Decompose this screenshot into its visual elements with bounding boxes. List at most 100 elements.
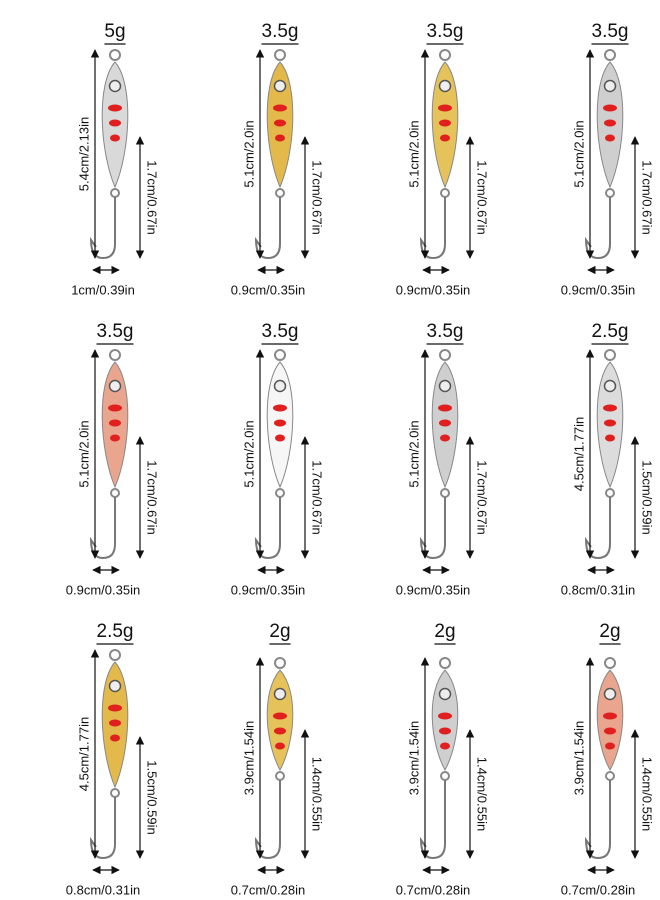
red-mark [439, 419, 451, 427]
width-label: 0.8cm/0.31in [561, 582, 635, 597]
lure-card: 2.5g 4.5cm/1.77in 1.5cm/0.59in 0.8cm/0.31in [66, 621, 160, 897]
weight-label: 2g [434, 621, 455, 642]
red-mark [273, 404, 287, 412]
red-mark [110, 434, 120, 442]
width-label: 0.9cm/0.35in [231, 282, 305, 297]
lure-eye [108, 679, 122, 693]
width-label: 0.9cm/0.35in [231, 582, 305, 597]
weight-label: 3.5g [262, 321, 299, 342]
width-label: 0.8cm/0.31in [66, 882, 140, 897]
hook-ring [110, 488, 120, 498]
lure-card: 2g 3.9cm/1.54in 1.4cm/0.55in 0.7cm/0.28in [231, 621, 325, 897]
lure-eye [603, 379, 617, 393]
length-label: 3.9cm/1.54in [406, 721, 421, 795]
hook-ring [275, 188, 285, 198]
hook-label: 1.7cm/0.67in [640, 160, 655, 234]
lure-body [266, 669, 294, 772]
hook-label: 1.5cm/0.59in [145, 760, 160, 834]
length-label: 5.1cm/2.0in [76, 420, 91, 487]
lure-eye [603, 687, 617, 701]
red-mark [275, 134, 285, 142]
split-ring [109, 49, 121, 61]
hook-label: 1.7cm/0.67in [475, 460, 490, 534]
red-mark [440, 134, 450, 142]
red-mark [438, 404, 452, 412]
red-mark [275, 742, 285, 750]
weight-label: 3.5g [427, 321, 464, 342]
width-label: 0.9cm/0.35in [396, 282, 470, 297]
red-mark [109, 719, 121, 727]
lure-eye [273, 79, 287, 93]
width-label: 0.9cm/0.35in [396, 582, 470, 597]
red-mark [603, 104, 617, 112]
hook-label: 1.4cm/0.55in [310, 757, 325, 831]
red-mark [109, 119, 121, 127]
width-label: 0.7cm/0.28in [396, 882, 470, 897]
red-mark [438, 712, 452, 720]
red-mark [439, 119, 451, 127]
lure-eye [603, 79, 617, 93]
hook-ring [110, 188, 120, 198]
split-ring [274, 49, 286, 61]
hook-label: 1.7cm/0.67in [475, 160, 490, 234]
weight-label: 2.5g [97, 621, 134, 642]
hook-ring [605, 488, 615, 498]
length-label: 4.5cm/1.77in [76, 717, 91, 791]
lure-body [431, 669, 459, 772]
lure-eye [108, 379, 122, 393]
lure-card: 2g 3.9cm/1.54in 1.4cm/0.55in 0.7cm/0.28in [396, 621, 490, 897]
hook-ring [110, 788, 120, 798]
split-ring [439, 349, 451, 361]
red-mark [603, 404, 617, 412]
weight-label: 2g [599, 621, 620, 642]
red-mark [605, 434, 615, 442]
weight-label: 3.5g [262, 21, 299, 42]
split-ring [274, 657, 286, 669]
length-label: 5.1cm/2.0in [406, 120, 421, 187]
split-ring [439, 657, 451, 669]
red-mark [273, 712, 287, 720]
lure-eye [108, 79, 122, 93]
hook-ring [440, 188, 450, 198]
lure-card: 3.5g 5.1cm/2.0in 1.7cm/0.67in 0.9cm/0.35in [561, 21, 655, 297]
lure-eye [273, 687, 287, 701]
length-label: 5.1cm/2.0in [241, 420, 256, 487]
red-mark [439, 727, 451, 735]
hook-label: 1.4cm/0.55in [640, 757, 655, 831]
lure-card: 3.5g 5.1cm/2.0in 1.7cm/0.67in 0.9cm/0.35in [231, 321, 325, 597]
red-mark [273, 104, 287, 112]
weight-label: 2g [269, 621, 290, 642]
red-mark [274, 119, 286, 127]
lure-body [596, 669, 624, 772]
red-mark [274, 727, 286, 735]
red-mark [274, 419, 286, 427]
red-mark [108, 704, 122, 712]
length-label: 5.4cm/2.13in [76, 117, 91, 191]
hook-label: 1.5cm/0.59in [640, 460, 655, 534]
split-ring [604, 49, 616, 61]
length-label: 3.9cm/1.54in [241, 721, 256, 795]
lure-eye [438, 687, 452, 701]
length-label: 5.1cm/2.0in [241, 120, 256, 187]
weight-label: 3.5g [592, 21, 629, 42]
lure-card: 3.5g 5.1cm/2.0in 1.7cm/0.67in 0.9cm/0.35in [66, 321, 160, 597]
hook-ring [605, 771, 615, 781]
red-mark [438, 104, 452, 112]
red-mark [440, 742, 450, 750]
hook-label: 1.4cm/0.55in [475, 757, 490, 831]
red-mark [605, 134, 615, 142]
lure-card: 3.5g 5.1cm/2.0in 1.7cm/0.67in 0.9cm/0.35in [231, 21, 325, 297]
red-mark [275, 434, 285, 442]
weight-label: 5g [104, 21, 125, 42]
width-label: 0.7cm/0.28in [231, 882, 305, 897]
hook-label: 1.7cm/0.67in [310, 460, 325, 534]
width-label: 0.7cm/0.28in [561, 882, 635, 897]
length-label: 5.1cm/2.0in [571, 120, 586, 187]
split-ring [439, 49, 451, 61]
width-label: 1cm/0.39in [71, 282, 135, 297]
lure-card: 2g 3.9cm/1.54in 1.4cm/0.55in 0.7cm/0.28in [561, 621, 655, 897]
red-mark [603, 712, 617, 720]
weight-label: 3.5g [427, 21, 464, 42]
hook-label: 1.7cm/0.67in [145, 460, 160, 534]
